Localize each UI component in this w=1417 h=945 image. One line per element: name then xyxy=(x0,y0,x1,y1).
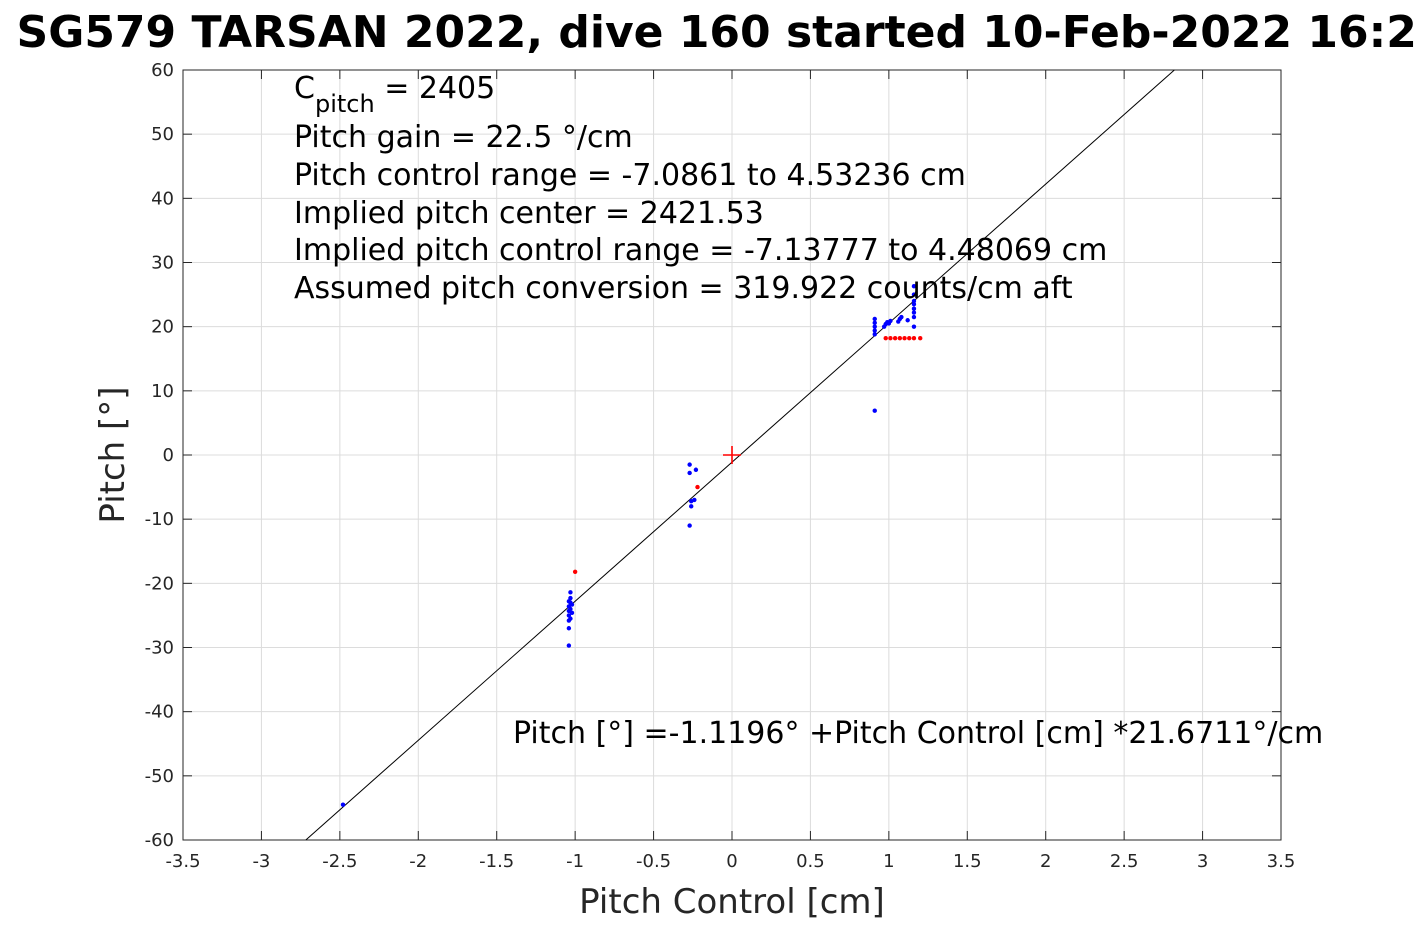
y-tick-label: -60 xyxy=(145,830,174,851)
x-tick-label: -2.5 xyxy=(322,851,357,872)
data-point xyxy=(892,336,898,341)
data-point xyxy=(340,802,346,807)
data-point xyxy=(872,316,877,322)
y-tick-label: 10 xyxy=(151,381,174,402)
data-point xyxy=(918,336,923,341)
x-tick-label: -1.5 xyxy=(479,851,514,872)
data-point xyxy=(911,302,917,307)
pitch-control-range-annotation: Pitch control range = -7.0861 to 4.53236… xyxy=(294,158,966,193)
x-tick-label: 2.5 xyxy=(1110,851,1139,872)
y-axis-label: Pitch [°] xyxy=(93,386,133,523)
data-point xyxy=(872,324,877,329)
x-tick-label: 0 xyxy=(726,851,737,872)
x-tick-label: -3.5 xyxy=(165,851,200,872)
data-point xyxy=(569,610,575,616)
data-point xyxy=(911,314,917,320)
x-tick-label: 2 xyxy=(1040,851,1051,872)
y-tick-labels: 60 50 40 30 20 10 0 -10 -20 -30 -40 -50 -60 xyxy=(145,60,174,851)
data-point xyxy=(687,523,692,528)
data-point xyxy=(872,332,877,337)
x-tick-label: 3.5 xyxy=(1267,851,1296,872)
axis-ticks xyxy=(182,69,1282,841)
implied-control-range-annotation: Implied pitch control range = -7.13777 t… xyxy=(294,233,1107,268)
c-pitch-base: C xyxy=(294,71,315,106)
data-point xyxy=(689,504,694,509)
data-series xyxy=(340,284,923,807)
data-point xyxy=(872,328,877,333)
data-point xyxy=(695,484,700,490)
data-point xyxy=(872,320,877,326)
x-tick-label: 3 xyxy=(1197,851,1208,872)
c-pitch-value: = 2405 xyxy=(375,71,496,106)
data-point xyxy=(572,569,578,574)
data-point xyxy=(568,595,573,601)
x-tick-label: -1 xyxy=(566,851,584,872)
data-point xyxy=(566,626,572,631)
x-tick-label: 1 xyxy=(883,851,894,872)
data-point xyxy=(911,310,917,315)
data-point xyxy=(911,306,917,311)
data-point xyxy=(888,318,893,324)
data-point xyxy=(888,336,893,341)
y-tick-label: 20 xyxy=(151,317,174,338)
data-point xyxy=(568,616,573,621)
grid-lines xyxy=(183,70,1281,840)
data-point xyxy=(911,284,917,289)
y-tick-label: 50 xyxy=(151,124,174,145)
pitch-conversion-annotation: Assumed pitch conversion = 319.922 count… xyxy=(294,271,1073,306)
fit-equation-annotation: Pitch [°] =-1.1196° +Pitch Control [cm] … xyxy=(513,716,1323,751)
data-point xyxy=(883,336,888,341)
x-tick-label: 0.5 xyxy=(796,851,825,872)
c-pitch-annotation: Cpitch = 2405 xyxy=(294,71,495,118)
center-marker-group xyxy=(723,446,741,464)
c-pitch-subscript: pitch xyxy=(315,90,375,118)
data-point xyxy=(568,590,573,595)
series-pitch-samples xyxy=(340,284,917,807)
data-point xyxy=(897,336,903,341)
y-tick-label: -40 xyxy=(145,702,174,723)
data-point xyxy=(902,336,907,341)
x-tick-labels: -3.5 -3 -2.5 -2 -1.5 -1 -0.5 0 0.5 1 1.5 2 2.5 3 3.5 xyxy=(165,851,1295,872)
data-point xyxy=(911,324,917,329)
x-tick-label: 1.5 xyxy=(953,851,982,872)
data-point xyxy=(687,462,692,467)
data-point xyxy=(568,606,573,612)
implied-pitch-center-annotation: Implied pitch center = 2421.53 xyxy=(294,196,764,231)
data-point xyxy=(566,643,572,648)
data-point xyxy=(693,467,699,472)
data-point xyxy=(911,292,917,297)
data-point xyxy=(687,470,692,476)
y-tick-label: 30 xyxy=(151,253,174,274)
y-tick-label: 40 xyxy=(151,188,174,209)
x-tick-label: -2 xyxy=(409,851,427,872)
x-tick-label: -0.5 xyxy=(636,851,671,872)
y-tick-label: -30 xyxy=(145,638,174,659)
data-point xyxy=(899,314,904,320)
data-point xyxy=(911,336,917,341)
data-point xyxy=(905,318,910,323)
data-point xyxy=(872,408,877,413)
pitch-gain-annotation: Pitch gain = 22.5 °/cm xyxy=(294,120,633,155)
series-commanded-pitch xyxy=(572,336,923,574)
data-point xyxy=(907,336,912,341)
y-tick-label: -50 xyxy=(145,766,174,787)
x-axis-label: Pitch Control [cm] xyxy=(579,882,885,922)
data-point xyxy=(911,298,917,304)
y-tick-label: 60 xyxy=(151,60,174,81)
data-point xyxy=(692,497,697,503)
chart-title: SG579 TARSAN 2022, dive 160 started 10-F… xyxy=(17,7,1417,58)
data-point xyxy=(569,602,575,607)
y-tick-label: 0 xyxy=(163,445,174,466)
y-tick-label: -20 xyxy=(145,573,174,594)
y-tick-label: -10 xyxy=(145,509,174,530)
x-tick-label: -3 xyxy=(252,851,270,872)
